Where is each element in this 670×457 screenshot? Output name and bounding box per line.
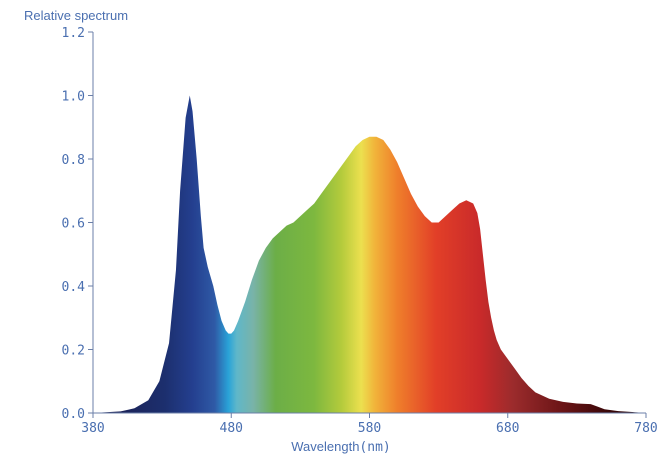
y-axis-title: Relative spectrum [24, 8, 128, 23]
y-tick-label: 0.2 [62, 344, 85, 359]
x-axis-title: Wavelength(nm) [291, 439, 390, 455]
y-tick-label: 0.4 [62, 280, 86, 295]
x-tick-label: 780 [634, 421, 657, 436]
y-tick-label: 0.0 [62, 407, 85, 422]
x-tick-label: 480 [220, 421, 243, 436]
y-axis-ticks: 0.0 0.2 0.4 0.6 0.8 1.0 1.2 [62, 26, 93, 422]
y-tick-label: 1.0 [62, 90, 85, 105]
spectrum-area [93, 95, 646, 413]
x-tick-label: 580 [358, 421, 381, 436]
x-tick-label: 680 [496, 421, 519, 436]
y-tick-label: 0.6 [62, 217, 85, 232]
y-tick-label: 1.2 [62, 26, 85, 41]
y-tick-label: 0.8 [62, 153, 85, 168]
x-tick-label: 380 [81, 421, 104, 436]
x-axis-title-text: Wavelength [291, 439, 359, 454]
x-axis-ticks: 380 480 580 680 780 [81, 413, 658, 436]
x-axis-title-unit: (nm) [359, 440, 390, 455]
